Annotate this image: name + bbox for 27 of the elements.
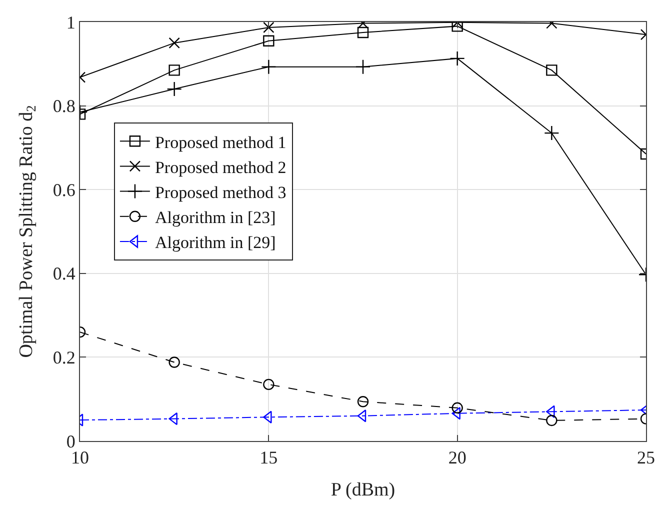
- y-tick-label: 0.4: [52, 264, 76, 284]
- point: [357, 409, 366, 422]
- point: [452, 22, 463, 32]
- x-tick-label: 15: [260, 448, 278, 468]
- point: [168, 64, 180, 76]
- y-tick-label: 0.8: [52, 96, 76, 116]
- point: [355, 59, 371, 74]
- point: [452, 402, 463, 414]
- x-tick-label: 25: [637, 448, 655, 468]
- point: [357, 396, 369, 408]
- legend-label: Proposed method 2: [154, 158, 286, 177]
- legend-label: Algorithm in [29]: [154, 233, 276, 252]
- point: [450, 50, 465, 66]
- legend-label: Algorithm in [23]: [154, 208, 276, 228]
- point: [357, 26, 369, 38]
- y-tick-label: 0.6: [52, 180, 76, 200]
- y-tick-label: 0.2: [52, 348, 76, 368]
- point: [261, 59, 276, 74]
- legend-label: Proposed method 3: [154, 182, 286, 202]
- point: [263, 378, 274, 390]
- x-axis-title: P (dBm): [330, 479, 396, 500]
- legend-label: Proposed method 1: [154, 132, 286, 152]
- point: [166, 81, 182, 97]
- point: [263, 35, 274, 46]
- x-tick-label: 20: [448, 448, 466, 468]
- y-tick-label: 1: [66, 12, 76, 32]
- point: [168, 356, 180, 368]
